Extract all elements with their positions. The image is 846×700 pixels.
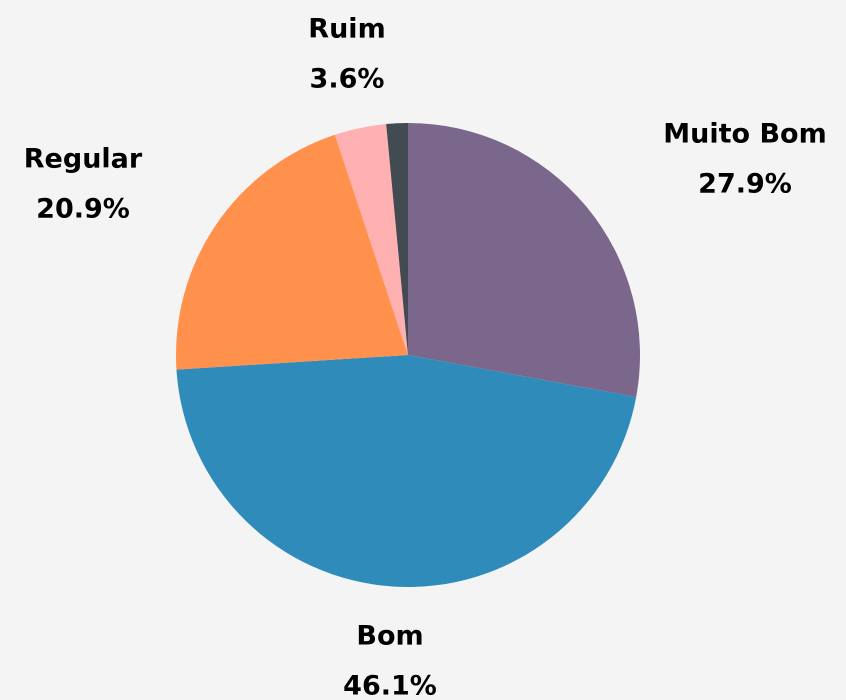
pie-slice <box>176 355 637 588</box>
slice-label: Bom <box>356 621 423 652</box>
slice-value-label: 27.9% <box>698 169 792 200</box>
pie-slice <box>386 123 408 355</box>
slice-value-label: 20.9% <box>36 194 130 225</box>
pie-slice <box>176 134 408 370</box>
pie-slice <box>334 124 408 355</box>
slice-label: Regular <box>24 144 143 175</box>
slice-label: Ruim <box>308 14 385 45</box>
slice-value-label: 3.6% <box>310 64 385 95</box>
pie-slice <box>408 123 640 398</box>
slice-value-label: 46.1% <box>343 671 437 700</box>
slice-label: Muito Bom <box>663 119 826 150</box>
